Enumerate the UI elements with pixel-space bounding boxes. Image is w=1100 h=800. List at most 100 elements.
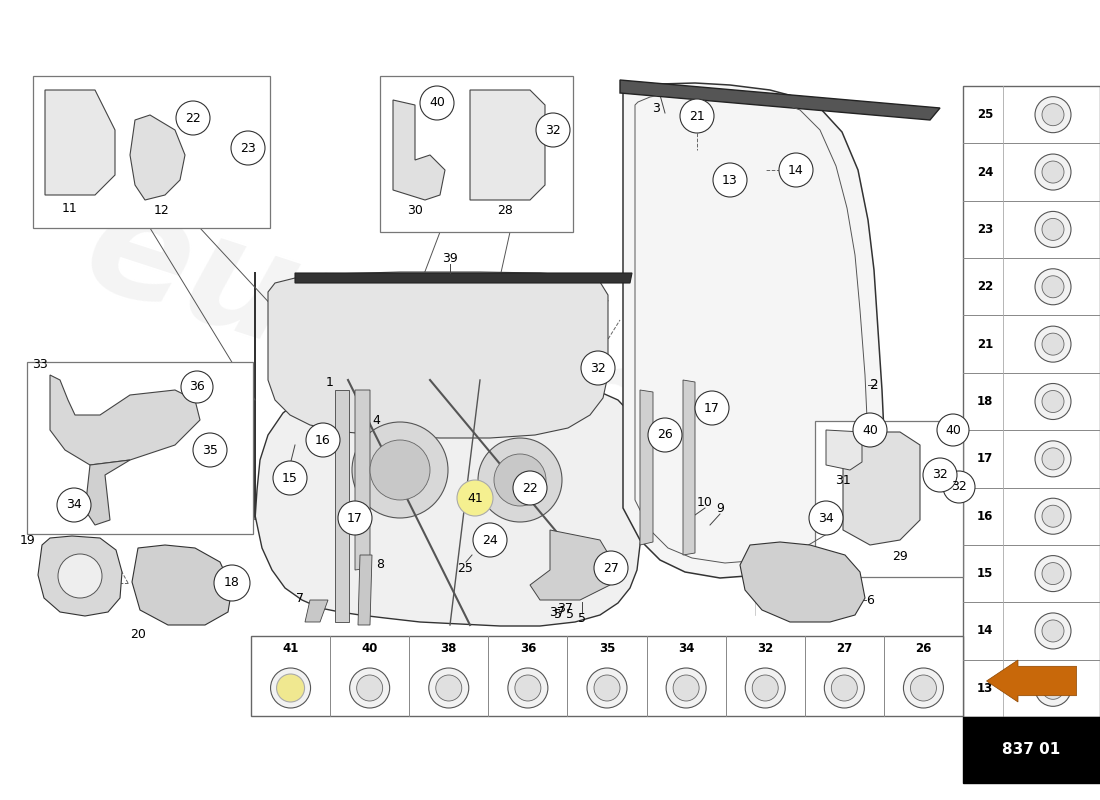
- Circle shape: [1042, 276, 1064, 298]
- Circle shape: [1042, 161, 1064, 183]
- Circle shape: [1035, 97, 1071, 133]
- Text: 837 01: 837 01: [1002, 742, 1060, 758]
- Text: 40: 40: [862, 423, 878, 437]
- Text: 25: 25: [977, 108, 993, 121]
- Text: a passion for parts since 1985: a passion for parts since 1985: [265, 351, 835, 569]
- Circle shape: [923, 458, 957, 492]
- Text: 4: 4: [372, 414, 379, 426]
- Circle shape: [352, 422, 448, 518]
- Circle shape: [824, 668, 865, 708]
- Circle shape: [1042, 506, 1064, 527]
- Circle shape: [182, 371, 213, 403]
- Bar: [815, 421, 962, 577]
- Text: 27: 27: [836, 642, 852, 655]
- Text: 36: 36: [189, 381, 205, 394]
- Circle shape: [513, 471, 547, 505]
- Text: 37: 37: [557, 602, 573, 614]
- Text: 22: 22: [185, 111, 201, 125]
- Text: 40: 40: [429, 97, 444, 110]
- Circle shape: [473, 523, 507, 557]
- Text: 23: 23: [977, 223, 993, 236]
- Circle shape: [1042, 620, 1064, 642]
- Circle shape: [1035, 211, 1071, 247]
- Text: 24: 24: [482, 534, 498, 546]
- Text: 5: 5: [554, 607, 562, 621]
- Circle shape: [808, 501, 843, 535]
- Text: 36: 36: [519, 642, 536, 655]
- Text: 34: 34: [678, 642, 694, 655]
- Circle shape: [1035, 383, 1071, 419]
- Polygon shape: [623, 83, 886, 578]
- Text: 1: 1: [326, 375, 334, 389]
- Text: 6: 6: [866, 594, 873, 606]
- Circle shape: [937, 414, 969, 446]
- Text: 41: 41: [283, 642, 299, 655]
- Circle shape: [231, 131, 265, 165]
- Circle shape: [1035, 154, 1071, 190]
- Polygon shape: [85, 460, 130, 525]
- Polygon shape: [843, 432, 920, 545]
- Circle shape: [667, 668, 706, 708]
- Circle shape: [648, 418, 682, 452]
- Circle shape: [306, 423, 340, 457]
- Circle shape: [420, 86, 454, 120]
- Text: 10: 10: [697, 495, 713, 509]
- Text: 22: 22: [977, 280, 993, 294]
- Polygon shape: [130, 115, 185, 200]
- Text: 40: 40: [362, 642, 378, 655]
- Text: 18: 18: [977, 395, 993, 408]
- Circle shape: [494, 454, 546, 506]
- Circle shape: [911, 675, 936, 701]
- Text: 26: 26: [657, 429, 673, 442]
- Circle shape: [478, 438, 562, 522]
- Circle shape: [58, 554, 102, 598]
- Text: 15: 15: [282, 471, 298, 485]
- Text: 39: 39: [442, 251, 458, 265]
- Text: 41: 41: [468, 491, 483, 505]
- Text: 9: 9: [716, 502, 724, 514]
- Circle shape: [680, 99, 714, 133]
- Circle shape: [350, 668, 389, 708]
- Text: 32: 32: [590, 362, 606, 374]
- Text: 35: 35: [598, 642, 615, 655]
- Bar: [28, 362, 253, 534]
- Circle shape: [594, 551, 628, 585]
- Circle shape: [429, 668, 469, 708]
- Circle shape: [943, 471, 975, 503]
- Circle shape: [852, 413, 887, 447]
- Circle shape: [176, 101, 210, 135]
- Text: 34: 34: [818, 511, 834, 525]
- Text: 17: 17: [348, 511, 363, 525]
- Text: 8: 8: [376, 558, 384, 571]
- Text: 12: 12: [154, 203, 169, 217]
- Polygon shape: [50, 375, 200, 465]
- Polygon shape: [45, 90, 116, 195]
- Text: 14: 14: [788, 163, 804, 177]
- Text: 30: 30: [407, 203, 422, 217]
- Text: 28: 28: [497, 203, 513, 217]
- Text: 16: 16: [315, 434, 331, 446]
- Text: 35: 35: [202, 443, 218, 457]
- Text: 2: 2: [870, 378, 879, 392]
- Polygon shape: [39, 536, 122, 616]
- Circle shape: [277, 675, 304, 701]
- Circle shape: [673, 675, 700, 701]
- Polygon shape: [393, 100, 446, 200]
- Circle shape: [1042, 333, 1064, 355]
- Text: 21: 21: [689, 110, 705, 122]
- Polygon shape: [470, 90, 544, 200]
- Circle shape: [1042, 390, 1064, 413]
- Polygon shape: [132, 545, 232, 625]
- Polygon shape: [358, 555, 372, 625]
- Circle shape: [1035, 498, 1071, 534]
- Text: 26: 26: [915, 642, 932, 655]
- Circle shape: [587, 668, 627, 708]
- Circle shape: [370, 440, 430, 500]
- Polygon shape: [740, 542, 865, 622]
- Text: 32: 32: [757, 642, 773, 655]
- Text: 11: 11: [62, 202, 78, 214]
- Text: 13: 13: [977, 682, 993, 695]
- Text: 40: 40: [945, 423, 961, 437]
- Circle shape: [436, 675, 462, 701]
- Circle shape: [276, 674, 305, 702]
